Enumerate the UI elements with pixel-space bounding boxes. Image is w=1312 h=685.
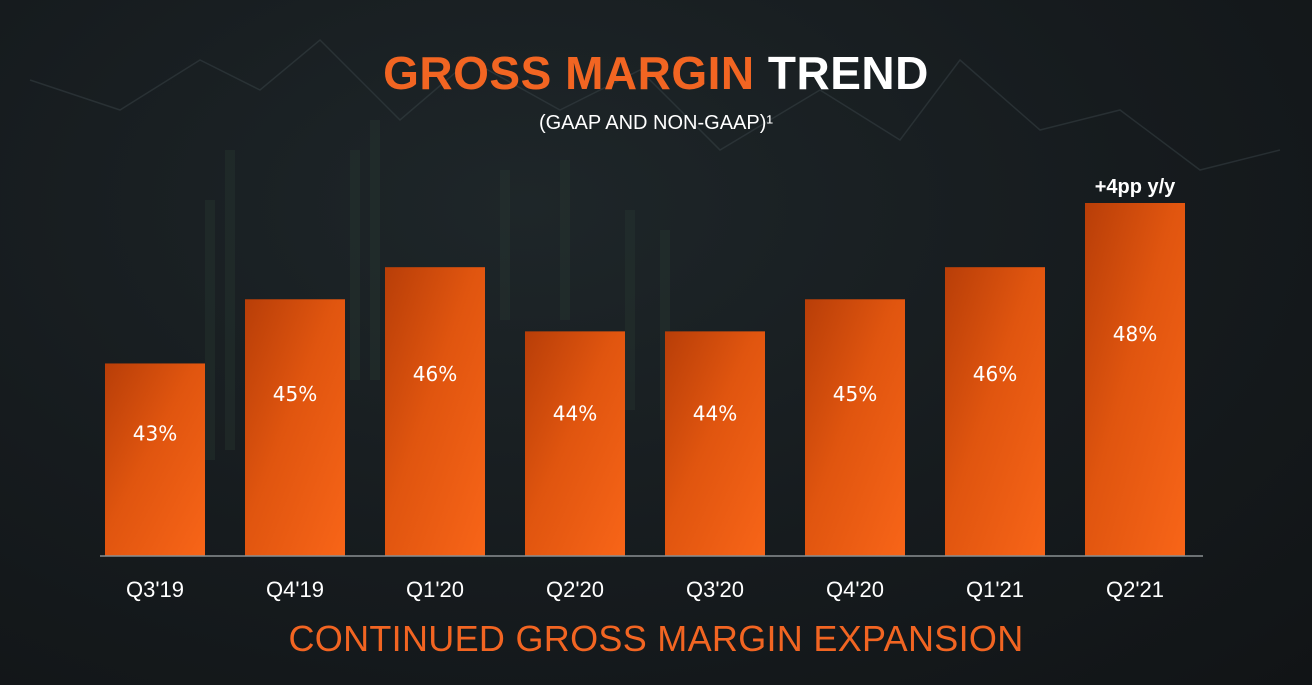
data-label-q121: 46% xyxy=(973,362,1017,386)
x-tick-label-q220: Q2'20 xyxy=(546,577,604,602)
data-label-q319: 43% xyxy=(133,422,177,446)
data-label-q419: 45% xyxy=(273,382,317,406)
bar-q220 xyxy=(525,331,625,556)
bar-q320 xyxy=(665,331,765,556)
data-label-q320: 44% xyxy=(693,402,737,426)
data-label-q120: 46% xyxy=(413,362,457,386)
title-rest: TREND xyxy=(767,47,929,99)
x-tick-label-q120: Q1'20 xyxy=(406,577,464,602)
x-tick-label-q420: Q4'20 xyxy=(826,577,884,602)
annotation-yoy: +4pp y/y xyxy=(1095,176,1176,198)
bar-q221 xyxy=(1085,203,1185,556)
x-tick-label-q221: Q2'21 xyxy=(1106,577,1164,602)
bar-q121 xyxy=(945,267,1045,556)
data-label-q420: 45% xyxy=(833,382,877,406)
bar-q420 xyxy=(805,299,905,556)
footer-tagline: CONTINUED GROSS MARGIN EXPANSION xyxy=(288,618,1024,659)
x-tick-label-q320: Q3'20 xyxy=(686,577,744,602)
title-accent: GROSS MARGIN xyxy=(383,47,755,99)
x-tick-label-q419: Q4'19 xyxy=(266,577,324,602)
page-title: GROSS MARGIN TREND xyxy=(0,46,1312,100)
subtitle: (GAAP AND NON-GAAP)¹ xyxy=(538,112,774,134)
bar-q120 xyxy=(385,267,485,556)
x-tick-label-q121: Q1'21 xyxy=(966,577,1024,602)
x-tick-label-q319: Q3'19 xyxy=(126,577,184,602)
data-label-q220: 44% xyxy=(553,402,597,426)
bar-q319 xyxy=(105,363,205,556)
bar-q419 xyxy=(245,299,345,556)
data-label-q221: 48% xyxy=(1113,322,1157,346)
